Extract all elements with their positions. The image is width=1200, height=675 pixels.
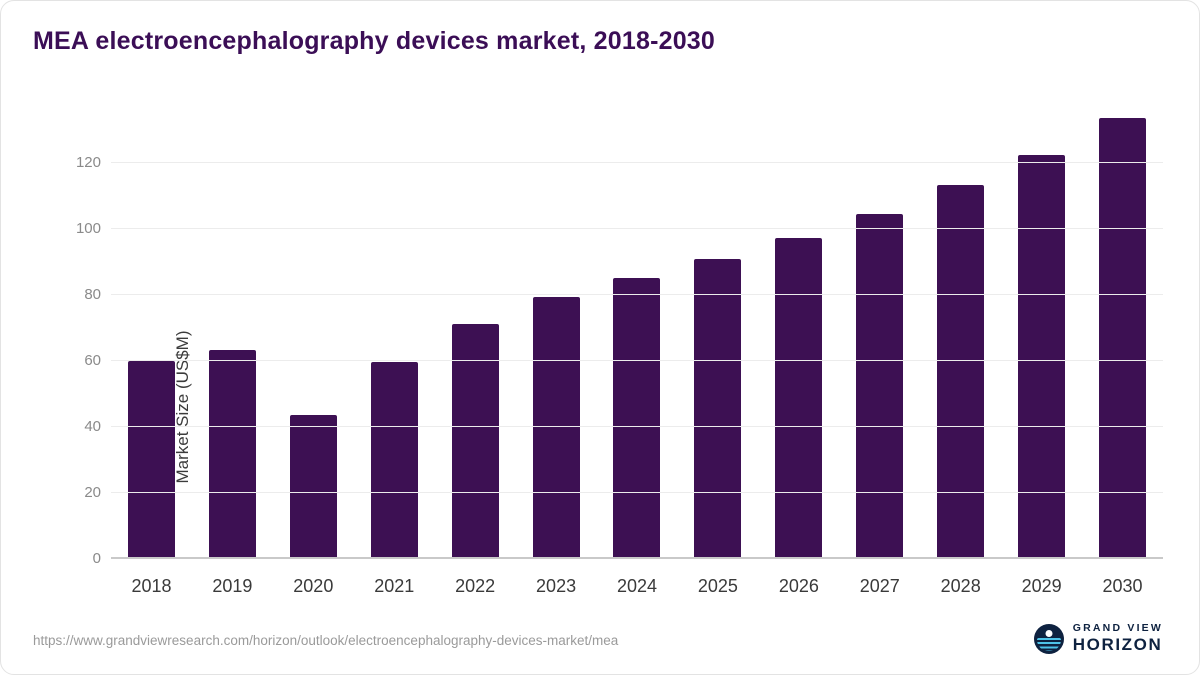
bar-2022 [451,324,499,559]
bar-2027 [856,213,904,559]
y-tick-label: 80 [84,286,101,303]
bar-2029 [1018,155,1066,559]
x-tick-label: 2018 [131,576,172,596]
logo-sun-dot [1045,629,1053,637]
bar-2026 [775,237,823,559]
logo-horizon-stripes [1036,637,1061,651]
chart-title: MEA electroencephalography devices marke… [33,27,716,55]
brand-name-bottom: HORIZON [1072,634,1163,654]
x-tick-label: 2027 [859,576,900,596]
bar-slot-2020: 2020 [273,97,354,596]
bar-2023 [532,296,580,559]
bar-2021 [370,361,418,559]
bar-2025 [694,259,742,559]
source-url: https://www.grandviewresearch.com/horizo… [33,633,619,648]
y-tick-label: 40 [84,418,101,435]
x-tick-label: 2023 [536,576,577,596]
brand-name-top: GRAND VIEW [1072,622,1163,635]
bar-slot-2030: 2030 [1082,97,1163,596]
bar-slot-2025: 2025 [677,97,758,596]
brand-logo: GRAND VIEW HORIZON [1033,622,1163,654]
horizon-logo-icon [1033,623,1064,654]
bar-slot-2018: 2018 [111,97,192,596]
bar-slot-2029: 2029 [1001,97,1082,596]
gridline [111,426,1163,427]
y-tick-label: 120 [75,154,101,171]
y-tick-label: 100 [75,220,101,237]
x-tick-label: 2024 [616,576,658,596]
bar-2028 [937,185,985,559]
x-tick-label: 2020 [293,576,334,596]
bar-slot-2028: 2028 [920,97,1001,596]
bar-slot-2027: 2027 [839,97,920,596]
gridline [111,162,1163,163]
bar-2020 [289,415,337,559]
bar-slot-2021: 2021 [354,97,435,596]
bar-2019 [208,349,256,559]
x-tick-label: 2030 [1102,576,1143,596]
gridline [111,360,1163,361]
y-tick-label: 0 [92,550,101,567]
x-tick-label: 2019 [212,576,253,596]
plot-area: Market Size (US$M) 2018 2019 2020 2021 2022 2… [76,97,1163,596]
x-tick-label: 2029 [1021,576,1062,596]
gridline [111,228,1163,229]
bar-2024 [613,277,661,559]
brand-text: GRAND VIEW HORIZON [1072,622,1163,654]
x-tick-label: 2028 [940,576,981,596]
x-tick-label: 2022 [455,576,496,596]
bar-slot-2022: 2022 [435,97,516,596]
y-tick-label: 60 [84,352,101,369]
bar-slot-2026: 2026 [758,97,839,596]
bars-container: 2018 2019 2020 2021 2022 2023 2024 2025 2026 2027… [111,97,1163,596]
gridline [111,492,1163,493]
bar-2030 [1099,118,1147,559]
y-tick-label: 20 [84,484,101,501]
x-tick-label: 2021 [374,576,415,596]
gridline [111,294,1163,295]
x-tick-label: 2025 [697,576,738,596]
x-axis-line [111,557,1163,559]
bar-slot-2023: 2023 [516,97,597,596]
bar-slot-2019: 2019 [192,97,273,596]
bar-2018 [127,361,175,559]
x-tick-label: 2026 [778,576,819,596]
bar-slot-2024: 2024 [597,97,678,596]
